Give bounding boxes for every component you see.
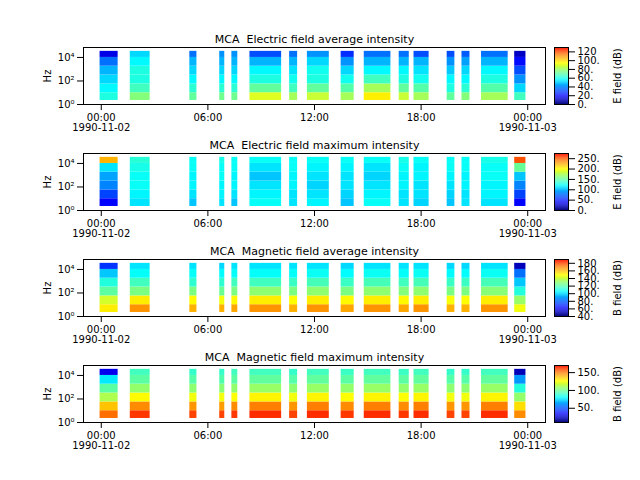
svg-text:Hz: Hz bbox=[42, 388, 53, 401]
svg-text:150.: 150. bbox=[578, 174, 600, 185]
svg-text:10²: 10² bbox=[58, 181, 75, 192]
svg-text:18:00: 18:00 bbox=[407, 112, 436, 123]
svg-text:100.: 100. bbox=[578, 184, 600, 195]
svg-text:B field (dB): B field (dB) bbox=[612, 366, 623, 422]
svg-text:06:00: 06:00 bbox=[193, 218, 222, 229]
svg-text:140.: 140. bbox=[577, 272, 600, 284]
svg-text:Hz: Hz bbox=[42, 282, 53, 295]
svg-text:60.: 60. bbox=[577, 303, 594, 315]
svg-text:MCA Electric field maximum in: MCA Electric field maximum intensity bbox=[210, 139, 420, 152]
svg-text:18:00: 18:00 bbox=[407, 324, 436, 335]
svg-text:Hz: Hz bbox=[42, 70, 53, 83]
svg-text:120.: 120. bbox=[577, 280, 600, 292]
svg-text:10²: 10² bbox=[58, 393, 75, 404]
svg-text:50.: 50. bbox=[578, 402, 594, 413]
svg-text:10²: 10² bbox=[58, 287, 75, 298]
svg-text:12:00: 12:00 bbox=[300, 218, 329, 229]
svg-text:12:00: 12:00 bbox=[300, 324, 329, 335]
svg-text:100.: 100. bbox=[578, 385, 600, 396]
svg-text:10⁰: 10⁰ bbox=[58, 417, 75, 428]
svg-text:12:00: 12:00 bbox=[300, 112, 329, 123]
svg-text:00:001990-11-03: 00:001990-11-03 bbox=[499, 218, 557, 239]
svg-text:10⁰: 10⁰ bbox=[58, 99, 75, 110]
svg-text:10⁰: 10⁰ bbox=[58, 205, 75, 216]
svg-text:00:001990-11-02: 00:001990-11-02 bbox=[72, 218, 130, 239]
svg-text:10⁴: 10⁴ bbox=[58, 52, 75, 63]
svg-text:20.: 20. bbox=[577, 89, 594, 101]
svg-text:0.: 0. bbox=[578, 205, 588, 216]
svg-text:Hz: Hz bbox=[42, 176, 53, 189]
svg-text:MCA Magnetic field maximum in: MCA Magnetic field maximum intensity bbox=[205, 351, 425, 364]
svg-text:12:00: 12:00 bbox=[300, 430, 329, 441]
svg-text:80.: 80. bbox=[577, 63, 594, 75]
svg-text:E field (dB): E field (dB) bbox=[612, 48, 623, 103]
svg-text:E field (dB): E field (dB) bbox=[612, 154, 623, 209]
svg-text:00:001990-11-03: 00:001990-11-03 bbox=[499, 430, 557, 451]
svg-text:B field (dB): B field (dB) bbox=[612, 260, 623, 316]
svg-text:160.: 160. bbox=[577, 265, 600, 277]
svg-text:10²: 10² bbox=[58, 75, 75, 86]
svg-text:80.: 80. bbox=[577, 295, 594, 307]
svg-text:50.: 50. bbox=[578, 194, 594, 205]
svg-text:150.: 150. bbox=[578, 367, 600, 378]
svg-text:100.: 100. bbox=[577, 54, 600, 66]
svg-text:18:00: 18:00 bbox=[407, 218, 436, 229]
svg-text:00:001990-11-02: 00:001990-11-02 bbox=[72, 324, 130, 345]
svg-text:06:00: 06:00 bbox=[193, 324, 222, 335]
svg-text:120: 120 bbox=[578, 46, 597, 57]
svg-text:10⁰: 10⁰ bbox=[58, 311, 75, 322]
svg-text:00:001990-11-02: 00:001990-11-02 bbox=[72, 430, 130, 451]
svg-text:06:00: 06:00 bbox=[193, 112, 222, 123]
svg-text:MCA Magnetic field average in: MCA Magnetic field average intensity bbox=[210, 245, 419, 258]
svg-text:10⁴: 10⁴ bbox=[58, 370, 75, 381]
svg-text:250.: 250. bbox=[578, 153, 600, 164]
svg-text:40.: 40. bbox=[577, 81, 594, 93]
svg-text:200.: 200. bbox=[578, 163, 600, 174]
svg-text:40.: 40. bbox=[577, 310, 594, 322]
svg-text:60.: 60. bbox=[577, 72, 594, 84]
svg-text:100.: 100. bbox=[577, 287, 600, 299]
svg-text:0.: 0. bbox=[577, 98, 587, 110]
svg-text:00:001990-11-02: 00:001990-11-02 bbox=[72, 112, 130, 133]
svg-text:00:001990-11-03: 00:001990-11-03 bbox=[499, 112, 557, 133]
svg-text:MCA Electric field average in: MCA Electric field average intensity bbox=[215, 33, 415, 46]
svg-text:10⁴: 10⁴ bbox=[58, 264, 75, 275]
svg-text:06:00: 06:00 bbox=[193, 430, 222, 441]
svg-text:180: 180 bbox=[578, 258, 597, 269]
svg-text:18:00: 18:00 bbox=[407, 430, 436, 441]
svg-text:00:001990-11-03: 00:001990-11-03 bbox=[499, 324, 557, 345]
svg-text:10⁴: 10⁴ bbox=[58, 158, 75, 169]
